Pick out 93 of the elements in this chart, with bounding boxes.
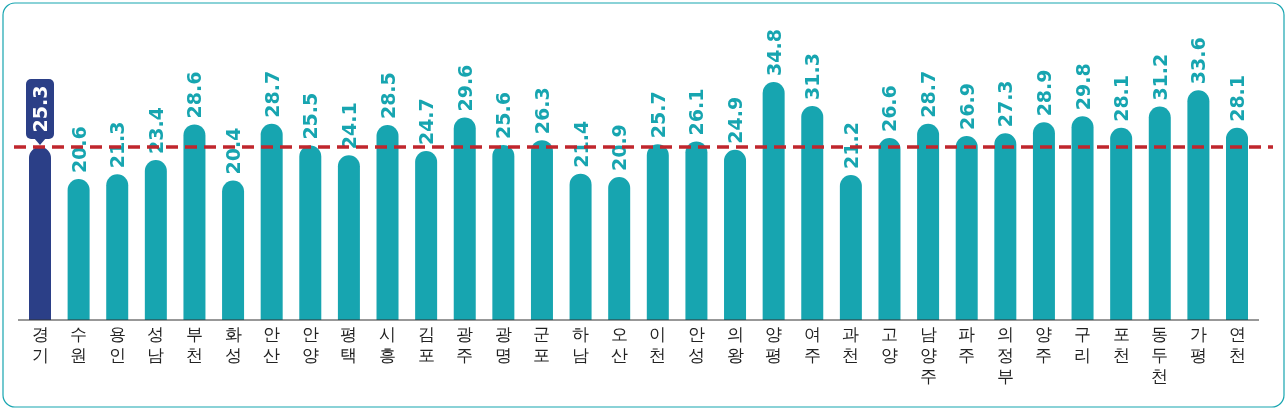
bar <box>1071 116 1094 320</box>
data-label: 21.2 <box>839 122 862 170</box>
bar <box>67 179 90 320</box>
bar <box>801 105 824 320</box>
bar <box>917 123 940 320</box>
bar <box>337 155 360 320</box>
x-tick-label: 군포 <box>533 324 551 365</box>
x-tick-label: 의왕 <box>726 324 744 365</box>
data-label: 28.1 <box>1110 74 1133 122</box>
data-label: 23.4 <box>144 107 167 154</box>
bar <box>1032 122 1055 320</box>
data-label: 26.1 <box>685 88 708 136</box>
x-tick-label: 안산 <box>263 324 281 365</box>
x-tick-label: 광명 <box>494 324 512 365</box>
x-tick-label: 여주 <box>803 324 821 365</box>
bar <box>839 175 862 320</box>
data-label: 29.8 <box>1071 63 1094 111</box>
bar <box>376 125 399 320</box>
data-label: 28.7 <box>917 70 940 118</box>
x-tick-label: 포천 <box>1112 324 1130 365</box>
data-label: 20.4 <box>222 127 245 175</box>
data-label: 27.3 <box>994 80 1017 128</box>
bar <box>1110 127 1133 320</box>
bar <box>1226 127 1248 320</box>
x-tick-label: 가평 <box>1189 324 1207 365</box>
x-tick-label: 안성 <box>687 324 705 365</box>
x-tick-label: 광주 <box>456 324 474 365</box>
x-tick-label: 남양주 <box>919 324 937 386</box>
x-tick-label: 파주 <box>958 324 976 365</box>
data-label: 20.9 <box>608 124 631 172</box>
bar <box>724 149 747 320</box>
data-label: 28.6 <box>183 71 206 119</box>
bar <box>955 136 978 320</box>
x-tick-label: 연천 <box>1228 324 1246 365</box>
x-tick-label: 양평 <box>765 324 783 365</box>
bar <box>492 144 515 320</box>
x-tick-label: 용인 <box>108 324 126 365</box>
data-label: 26.9 <box>955 83 978 131</box>
bar <box>994 133 1017 320</box>
data-label: 28.7 <box>260 70 283 118</box>
bar <box>646 144 669 320</box>
bar <box>453 117 476 320</box>
x-tick-label: 오산 <box>610 324 628 365</box>
bar <box>222 180 245 320</box>
x-tick-label: 부천 <box>185 324 203 365</box>
x-tick-label: 하남 <box>572 324 590 365</box>
bar <box>260 123 283 320</box>
bar <box>569 173 592 320</box>
bar <box>1187 90 1210 320</box>
bar <box>608 177 631 320</box>
data-label: 25.7 <box>646 91 669 139</box>
x-tick-label: 성남 <box>147 324 165 365</box>
x-tick-label: 시흥 <box>379 324 397 365</box>
data-label: 33.6 <box>1187 37 1210 85</box>
data-label: 25.5 <box>299 92 322 140</box>
x-tick-label: 평택 <box>340 324 358 365</box>
x-tick-label: 화성 <box>224 324 242 365</box>
bar <box>183 124 206 320</box>
data-label: 28.1 <box>1226 74 1248 122</box>
x-tick-label: 김포 <box>417 324 435 365</box>
bar <box>415 151 438 320</box>
x-tick-label: 구리 <box>1074 324 1092 365</box>
x-tick-label: 경기 <box>31 324 49 365</box>
data-label: 26.6 <box>878 85 901 133</box>
x-tick-label: 이천 <box>649 324 667 365</box>
data-label: 34.8 <box>762 29 785 76</box>
bar <box>299 145 322 320</box>
x-tick-label: 동두천 <box>1151 324 1169 386</box>
data-label: 28.9 <box>1032 69 1055 117</box>
x-tick-label: 안양 <box>301 324 319 365</box>
x-tick-label: 수원 <box>70 324 88 365</box>
bar <box>1148 106 1171 320</box>
data-label: 24.1 <box>337 102 360 150</box>
bar <box>144 159 167 320</box>
data-label: 20.6 <box>67 126 90 174</box>
bar <box>106 174 129 320</box>
data-label: 25.3 <box>29 85 51 133</box>
data-label: 24.7 <box>415 98 438 146</box>
x-tick-label: 과천 <box>842 324 860 365</box>
data-label: 28.5 <box>376 72 399 120</box>
x-tick-label: 의정부 <box>996 324 1014 386</box>
x-tick-label: 양주 <box>1035 324 1053 365</box>
data-label: 31.2 <box>1148 53 1171 101</box>
bar <box>762 82 785 320</box>
data-label: 29.6 <box>453 64 476 112</box>
bar <box>530 140 553 320</box>
data-label: 26.3 <box>530 87 553 135</box>
data-label: 24.9 <box>724 96 747 144</box>
bar <box>685 141 708 320</box>
data-label: 31.3 <box>801 53 824 100</box>
x-tick-label: 고양 <box>880 324 898 365</box>
bar <box>878 138 901 320</box>
data-label: 25.6 <box>492 92 515 139</box>
